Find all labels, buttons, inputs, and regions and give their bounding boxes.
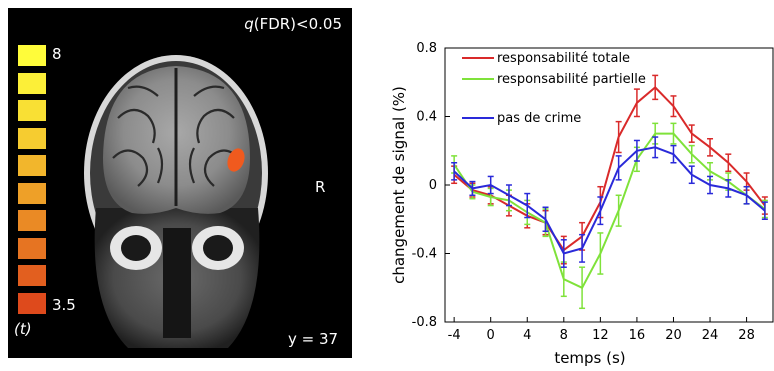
colorbar-cell xyxy=(18,127,46,149)
legend: responsabilité totale responsabilité part… xyxy=(462,51,646,126)
right-orbit-inner xyxy=(203,235,233,261)
colorbar-cell xyxy=(18,265,46,286)
legend-entry: responsabilité partielle xyxy=(497,72,646,87)
series-2 xyxy=(451,122,768,310)
x-tick-label: 0 xyxy=(487,328,495,343)
x-axis-label: temps (s) xyxy=(554,349,625,367)
signal-change-chart: -0.8 -0.4 0 0.4 0.8 -4 0 4 8 12 16 20 24 28 responsa… xyxy=(390,41,774,367)
colorbar-max-label: 8 xyxy=(52,45,62,63)
colorbar-cell xyxy=(18,237,46,259)
x-tick-label: 8 xyxy=(560,328,568,343)
y-axis-label: changement de signal (%) xyxy=(390,86,408,284)
colorbar-min-label: 3.5 xyxy=(52,296,76,314)
y-tick-label: 0 xyxy=(429,178,437,193)
colorbar-cell xyxy=(18,182,46,204)
series-line xyxy=(453,132,766,290)
x-tick-label: 12 xyxy=(592,328,609,343)
slice-label: y = 37 xyxy=(288,330,339,348)
threshold-text: (FDR)<0.05 xyxy=(253,15,342,33)
sulci-pattern xyxy=(112,85,240,187)
y-ticks: -0.8 -0.4 0 0.4 0.8 xyxy=(412,41,450,330)
series-lines xyxy=(451,74,768,310)
legend-entry: pas de crime xyxy=(497,111,581,126)
x-ticks: -4 0 4 8 12 16 20 24 28 xyxy=(448,317,755,343)
x-tick-label: 28 xyxy=(738,328,755,343)
plot-frame xyxy=(444,47,774,323)
colorbar-cell xyxy=(18,210,46,231)
activation-blob xyxy=(227,148,245,172)
brain-activation-panel: 8 3.5 (t) q(FDR)<0.05 R y = 37 xyxy=(8,8,352,358)
x-tick-label: 20 xyxy=(665,328,682,343)
x-tick-label: 24 xyxy=(702,328,719,343)
x-tick-label: 16 xyxy=(629,328,646,343)
colorbar-cell xyxy=(18,72,46,94)
colorbar-cell xyxy=(18,155,46,176)
colorbar-cell xyxy=(18,100,46,121)
colorbar-stat-label: (t) xyxy=(14,320,32,338)
legend-entry: responsabilité totale xyxy=(497,51,630,66)
series-1 xyxy=(451,74,768,265)
nasal-cavity xyxy=(163,228,191,338)
y-tick-label: -0.4 xyxy=(412,247,437,262)
y-tick-label: 0.4 xyxy=(416,110,437,125)
colorbar-cell xyxy=(18,45,46,66)
side-label: R xyxy=(315,178,326,196)
series-line xyxy=(453,86,766,252)
series-line xyxy=(453,146,766,255)
series-3 xyxy=(451,136,768,268)
x-tick-label: -4 xyxy=(448,328,461,343)
y-tick-label: -0.8 xyxy=(412,315,437,330)
colorbar-cell xyxy=(18,292,46,314)
threshold-q: q xyxy=(244,15,254,33)
threshold-label: q(FDR)<0.05 xyxy=(244,15,342,33)
x-tick-label: 4 xyxy=(523,328,531,343)
brain-slice-image xyxy=(84,55,268,348)
left-orbit-inner xyxy=(121,235,151,261)
y-tick-label: 0.8 xyxy=(416,41,437,56)
